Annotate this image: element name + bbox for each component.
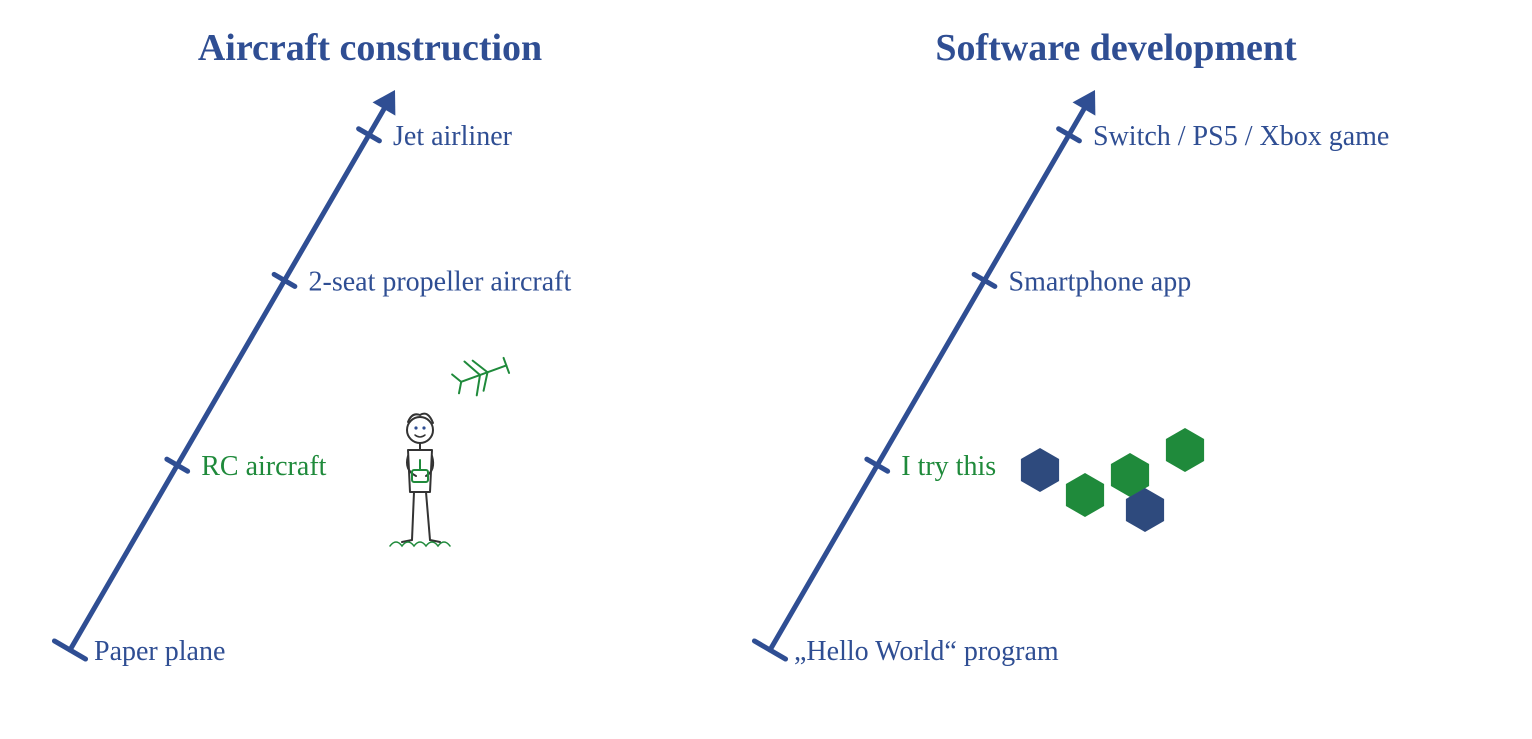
rc-person-illustration: [390, 349, 512, 546]
right-label-1: I try this: [901, 451, 996, 482]
left-axis: Paper plane RC aircraft 2-seat propeller a…: [54, 27, 571, 667]
right-tick-0: [754, 641, 785, 659]
right-label-0: „Hello World“ program: [794, 636, 1059, 667]
left-label-3: Jet airliner: [393, 121, 513, 152]
hex-icon-0: [1021, 448, 1059, 492]
hex-cluster-illustration: [1021, 428, 1204, 532]
hex-icon-1: [1066, 473, 1104, 517]
right-axis: „Hello World“ program I try this Smartphon…: [754, 27, 1389, 667]
left-label-0: Paper plane: [94, 636, 225, 667]
right-title: Software development: [935, 27, 1297, 69]
diagram-canvas: Paper plane RC aircraft 2-seat propeller a…: [0, 0, 1532, 739]
rc-plane-icon: [449, 349, 512, 401]
left-tick-0: [54, 641, 85, 659]
left-title: Aircraft construction: [198, 27, 542, 69]
left-label-1: RC aircraft: [201, 451, 326, 482]
left-label-2: 2-seat propeller aircraft: [309, 266, 572, 297]
hex-icon-4: [1166, 428, 1204, 472]
right-label-3: Switch / PS5 / Xbox game: [1093, 121, 1389, 152]
right-label-2: Smartphone app: [1009, 266, 1192, 297]
